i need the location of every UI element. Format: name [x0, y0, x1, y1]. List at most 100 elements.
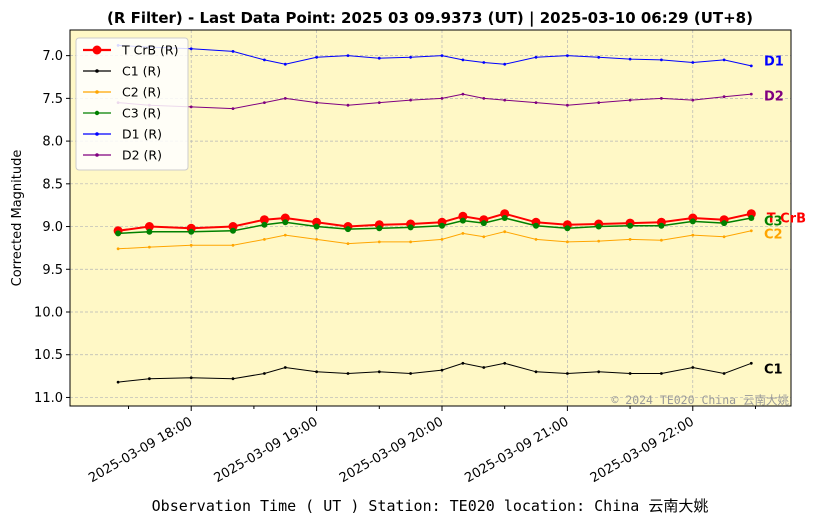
legend-marker	[92, 45, 102, 55]
data-point-c3	[748, 215, 755, 221]
data-point-d1	[628, 57, 632, 61]
data-point-c2	[660, 238, 663, 242]
data-point-d1	[440, 54, 444, 57]
data-point-d2	[231, 107, 235, 110]
data-point-c2	[691, 233, 695, 237]
series-line-t-crb	[117, 212, 752, 232]
legend-label: C1 (R)	[122, 64, 161, 79]
y-tick-label: 9.0	[42, 220, 63, 235]
data-point-c1	[628, 372, 632, 375]
data-point-c3	[115, 230, 122, 237]
data-point-c1	[189, 376, 193, 380]
legend-marker	[95, 90, 99, 94]
series-line-c3	[118, 217, 752, 235]
legend-label: C3 (R)	[122, 106, 161, 121]
data-point-c2	[534, 238, 538, 241]
data-point-d2	[660, 97, 663, 100]
legend-label: D2 (R)	[122, 148, 162, 163]
data-point-c2	[189, 243, 193, 247]
series-d1	[116, 44, 753, 68]
legend: T CrB (R) C1 (R) C2 (R) C3 (R) D1 (R) D2 (R)	[75, 37, 189, 171]
data-point-c1	[534, 370, 538, 374]
data-point-c3	[188, 228, 195, 235]
y-tick-label: 7.0	[42, 49, 63, 64]
data-point-t-crb	[746, 209, 756, 219]
data-point-c2	[263, 238, 266, 241]
data-point-c2	[377, 240, 381, 244]
data-point-d1	[315, 55, 318, 59]
data-point-d2	[283, 97, 287, 100]
data-point-c3	[501, 215, 508, 221]
data-point-d2	[440, 97, 444, 100]
y-tick-label: 7.5	[42, 92, 63, 107]
x-tick-label: 2025-03-09 22:00	[588, 414, 697, 486]
y-tick-label: 8.5	[42, 177, 63, 192]
data-point-c1	[749, 361, 753, 365]
data-point-d2	[409, 98, 412, 102]
legend-item-t-crb: T CrB (R)	[83, 43, 178, 58]
data-point-t-crb	[144, 222, 154, 231]
data-point-c2	[566, 240, 569, 244]
data-point-c2	[409, 240, 412, 244]
data-point-d2	[482, 97, 486, 100]
data-point-c1	[283, 366, 287, 369]
data-point-c3	[230, 227, 236, 234]
legend-marker	[95, 153, 99, 157]
data-point-c1	[231, 377, 235, 381]
data-point-d1	[691, 61, 695, 64]
grid-lines	[70, 30, 791, 406]
data-point-d2	[189, 105, 193, 109]
data-point-c3	[282, 219, 289, 226]
series-line-c1	[118, 362, 752, 383]
data-point-c2	[440, 238, 444, 241]
data-point-c1	[116, 380, 120, 384]
series-line-d1	[118, 44, 752, 67]
data-point-d2	[461, 92, 465, 96]
data-point-c1	[722, 372, 726, 375]
data-point-c2	[116, 247, 120, 251]
data-point-c1	[482, 366, 486, 369]
series-line-c2	[118, 230, 752, 250]
y-tick-label: 8.0	[42, 135, 63, 150]
data-point-d1	[231, 50, 235, 53]
legend-item-d2: D2 (R)	[83, 148, 162, 163]
data-point-d2	[749, 92, 753, 96]
data-point-d2	[691, 98, 695, 102]
data-point-c3	[439, 222, 445, 229]
data-point-d1	[482, 61, 486, 64]
data-point-c3	[407, 224, 414, 231]
watermark-text: © 2024 TE020 China 云南大姚	[611, 393, 789, 407]
data-point-d2	[263, 101, 266, 104]
data-point-c1	[315, 370, 318, 374]
data-point-c1	[148, 377, 151, 381]
data-point-c2	[628, 238, 632, 241]
data-point-c1	[597, 370, 601, 374]
y-axis-label: Corrected Magnitude	[10, 150, 25, 287]
data-point-c1	[377, 370, 381, 374]
data-point-d1	[534, 55, 538, 59]
data-point-c2	[231, 243, 235, 247]
data-point-d1	[377, 56, 381, 60]
series-c1	[116, 361, 753, 384]
chart-title: (R Filter) - Last Data Point: 2025 03 09…	[107, 9, 753, 28]
data-point-c2	[749, 229, 753, 233]
x-tick-label: 2025-03-09 19:00	[212, 414, 321, 486]
x-axis-ticks: 2025-03-09 18:00 2025-03-09 19:00 2025-03-…	[86, 406, 756, 486]
data-point-c1	[691, 366, 695, 369]
data-point-t-crb	[280, 213, 290, 223]
data-point-d1	[749, 64, 753, 68]
data-point-d1	[503, 62, 507, 66]
data-point-t-crb	[259, 215, 269, 225]
legend-label: T CrB (R)	[121, 43, 178, 58]
data-point-d1	[722, 58, 726, 62]
data-point-c2	[148, 245, 151, 249]
data-point-c3	[689, 218, 696, 225]
end-label-c1: C1	[764, 363, 783, 378]
plot-area	[69, 29, 792, 407]
series-c2	[116, 229, 753, 251]
data-point-d2	[722, 95, 726, 99]
series-layer	[113, 44, 756, 384]
data-point-d2	[628, 98, 632, 102]
data-point-c3	[533, 222, 539, 229]
